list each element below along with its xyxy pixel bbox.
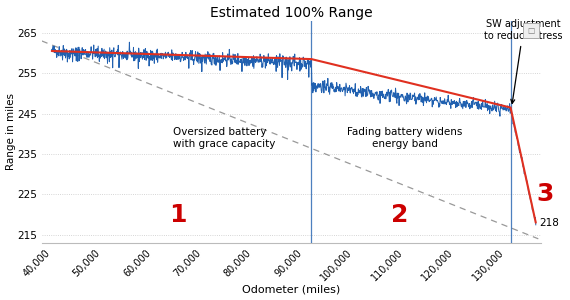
Text: Fading battery widens
energy band: Fading battery widens energy band <box>347 127 462 148</box>
Y-axis label: Range in miles: Range in miles <box>6 93 15 170</box>
Text: 218: 218 <box>539 218 559 228</box>
Text: SW adjustment
to reduce stress: SW adjustment to reduce stress <box>484 19 563 104</box>
Text: □: □ <box>528 26 535 35</box>
Text: 1: 1 <box>169 202 186 226</box>
FancyBboxPatch shape <box>523 23 539 38</box>
Text: 3: 3 <box>537 182 554 206</box>
Text: Oversized battery
with grace capacity: Oversized battery with grace capacity <box>173 127 275 148</box>
Text: 2: 2 <box>391 202 408 226</box>
Title: Estimated 100% Range: Estimated 100% Range <box>210 6 373 20</box>
X-axis label: Odometer (miles): Odometer (miles) <box>242 284 340 294</box>
